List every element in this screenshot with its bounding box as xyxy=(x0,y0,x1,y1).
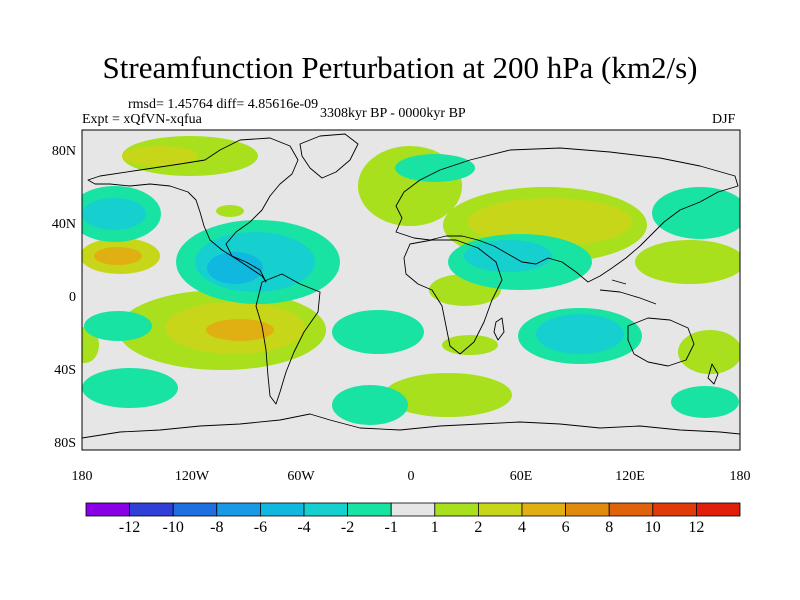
colorbar-label: -2 xyxy=(341,519,354,536)
colorbar-box xyxy=(303,502,348,517)
colorbar-label: 8 xyxy=(605,519,613,536)
colorbar-box xyxy=(696,502,741,517)
positive-anomaly-region xyxy=(635,240,740,284)
lon-tick-label: 60E xyxy=(510,469,533,484)
colorbar-box xyxy=(347,502,392,517)
colorbar-label: 1 xyxy=(431,519,439,536)
colorbar-label: 4 xyxy=(518,519,526,536)
new-zealand-coast xyxy=(707,363,719,385)
indonesia-coast xyxy=(599,279,657,305)
map-area xyxy=(82,130,740,450)
negative-anomaly-region xyxy=(332,385,408,425)
lat-tick-label: 0 xyxy=(69,290,76,305)
north-america-coast xyxy=(87,137,299,283)
colorbar-label: -1 xyxy=(385,519,398,536)
positive-anomaly-region xyxy=(216,205,244,217)
colorbar-labels: -12 -10 -8 -6 -4 -2 -1 1 2 4 6 8 10 12 xyxy=(119,519,704,536)
colorbar-label: 6 xyxy=(562,519,570,536)
colorbar-box xyxy=(390,502,436,517)
colorbar-label: 10 xyxy=(645,519,661,536)
colorbar-box xyxy=(259,502,305,517)
colorbar-label: -12 xyxy=(119,519,140,536)
colorbar-box xyxy=(434,502,479,517)
antarctica-coast xyxy=(82,413,740,439)
plot-title: Streamfunction Perturbation at 200 hPa (… xyxy=(102,50,698,85)
colorbar-box xyxy=(608,502,654,517)
lat-tick-label: 40S xyxy=(54,363,76,378)
colorbar-label: -8 xyxy=(210,519,223,536)
colorbar-box xyxy=(521,502,566,517)
negative-anomaly-region xyxy=(84,311,152,341)
negative-anomaly-region xyxy=(82,198,146,230)
eurasia-coast xyxy=(395,147,739,283)
colorbar-box xyxy=(85,502,130,517)
colorbar-box xyxy=(129,502,174,517)
colorbar-label: 12 xyxy=(688,519,704,536)
experiment-label: Expt = xQfVN-xqfua xyxy=(82,112,202,127)
negative-anomaly-region xyxy=(332,310,424,354)
colorbar-box xyxy=(565,502,610,517)
colorbar-box xyxy=(172,502,218,517)
africa-coast xyxy=(403,239,503,355)
colorbar xyxy=(85,502,741,517)
lat-tick-label: 80S xyxy=(54,436,76,451)
australia-coast xyxy=(627,317,695,367)
lon-axis: 180 120W 60W 0 60E 120E 180 xyxy=(72,469,751,484)
negative-anomaly-region xyxy=(395,154,475,182)
colorbar-label: 2 xyxy=(474,519,482,536)
map-frame xyxy=(81,129,741,451)
lat-tick-label: 80N xyxy=(52,144,76,159)
negative-anomaly-region xyxy=(82,368,178,408)
positive-anomaly-region xyxy=(468,198,632,246)
lon-tick-label: 180 xyxy=(72,469,93,484)
stats-label: rmsd= 1.45764 diff= 4.85616e-09 xyxy=(128,97,319,112)
lon-tick-label: 180 xyxy=(730,469,751,484)
greenland-coast xyxy=(299,133,359,179)
lon-tick-label: 60W xyxy=(287,469,315,484)
contour-level-4 xyxy=(94,247,274,341)
season-label: DJF xyxy=(712,112,736,127)
positive-anomaly-region xyxy=(206,319,274,341)
positive-anomaly-region xyxy=(384,373,512,417)
lon-tick-label: 120W xyxy=(175,469,210,484)
lon-tick-label: 0 xyxy=(408,469,415,484)
madagascar-coast xyxy=(493,317,505,341)
negative-anomaly-region xyxy=(671,386,739,418)
negative-anomaly-region xyxy=(652,187,740,239)
colorbar-label: -4 xyxy=(297,519,310,536)
negative-anomaly-region xyxy=(207,252,263,284)
period-label: 3308kyr BP - 0000kyr BP xyxy=(320,106,466,121)
negative-anomaly-region xyxy=(464,240,552,272)
colorbar-box xyxy=(477,502,523,517)
lat-tick-label: 40N xyxy=(52,217,76,232)
positive-anomaly-region xyxy=(94,247,142,265)
contour-level-2 xyxy=(82,146,632,354)
positive-anomaly-region xyxy=(678,330,740,374)
south-america-coast xyxy=(255,273,321,405)
colorbar-label: -10 xyxy=(163,519,184,536)
positive-anomaly-region xyxy=(122,146,198,166)
coastlines xyxy=(82,133,740,439)
negative-anomaly-region xyxy=(536,314,624,354)
colorbar-label: -6 xyxy=(254,519,267,536)
colorbar-box xyxy=(652,502,697,517)
colorbar-box xyxy=(216,502,261,517)
lat-axis: 80N 40N 0 40S 80S xyxy=(52,144,76,451)
contour-level-minus-4 xyxy=(207,252,263,284)
lon-tick-label: 120E xyxy=(615,469,645,484)
